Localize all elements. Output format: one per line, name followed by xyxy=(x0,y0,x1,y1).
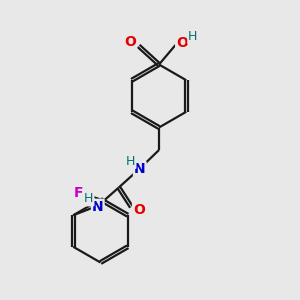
Text: N: N xyxy=(92,200,103,214)
Text: H: H xyxy=(126,155,136,168)
Text: O: O xyxy=(133,203,145,217)
Text: N: N xyxy=(134,162,146,176)
Text: O: O xyxy=(176,36,188,50)
Text: O: O xyxy=(124,35,136,49)
Text: F: F xyxy=(74,186,84,200)
Text: H: H xyxy=(84,192,94,206)
Text: H: H xyxy=(188,30,198,43)
